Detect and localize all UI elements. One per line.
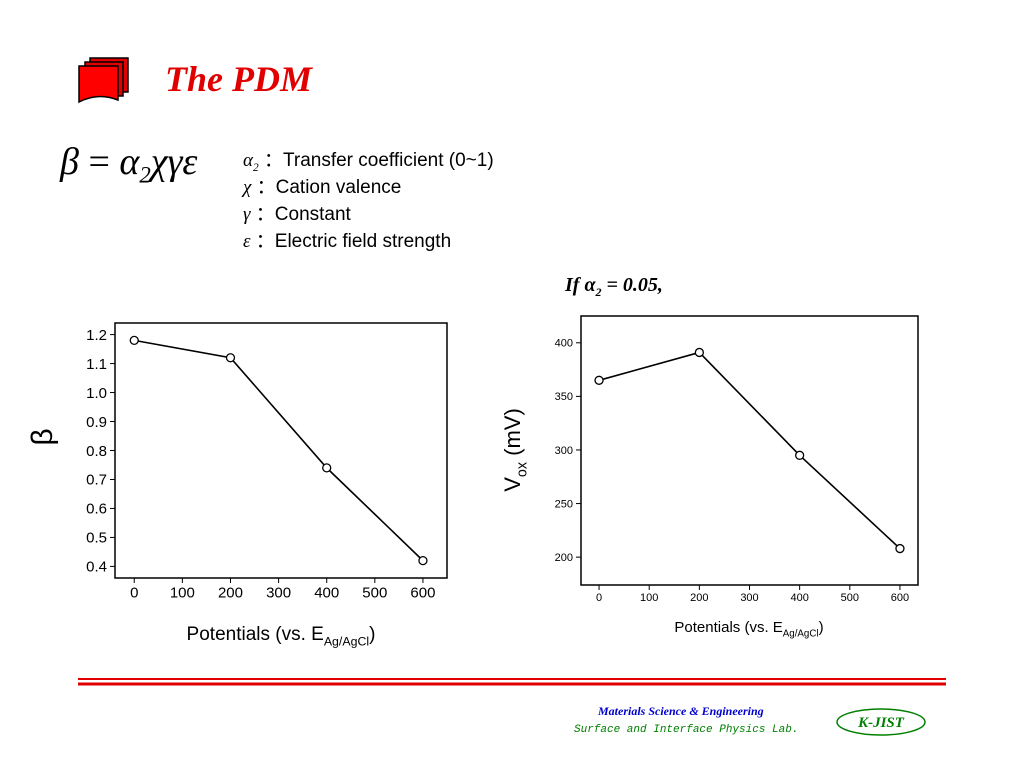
- x-tick-label: 300: [266, 585, 291, 602]
- charts: 0 100 200 300 400 500 600 0.4 0.5 0.6 0.7 0.8 0.9 1.0…: [26, 315, 919, 649]
- y-tick-label: 400: [555, 338, 573, 350]
- title-icon: [78, 57, 129, 104]
- condition-pre: If: [565, 274, 580, 296]
- y-axis-label: β: [26, 428, 59, 445]
- equation: β = α2χγε: [60, 140, 197, 189]
- y-tick-label: 0.5: [86, 530, 107, 547]
- equation-alpha: α: [119, 141, 140, 183]
- label-end: (mV): [500, 408, 525, 462]
- x-axis-label: Potentials (vs. EAg/AgCl): [674, 619, 823, 640]
- x-tick-label: 600: [410, 585, 435, 602]
- definition-sub: 2: [252, 161, 259, 174]
- label-sub: ox: [515, 462, 531, 477]
- definition-text: ：Transfer coefficient (0~1): [263, 150, 494, 171]
- logo-text: K-JIST: [857, 715, 905, 731]
- y-tick-label: 0.7: [86, 472, 107, 489]
- label-main: β: [26, 428, 59, 445]
- y-axis-label: Vox (mV): [500, 408, 531, 492]
- x-tick-label: 100: [640, 592, 658, 604]
- x-tick-label: 500: [362, 585, 387, 602]
- x-tick-label: 200: [218, 585, 243, 602]
- definition: ε ：Electric field strength: [243, 226, 451, 253]
- label-end: ): [369, 624, 375, 645]
- equation-lhs: β: [60, 141, 79, 183]
- definition: α2 ：Transfer coefficient (0~1): [243, 145, 494, 174]
- y-tick-label: 200: [555, 552, 573, 564]
- plot-frame: [114, 322, 448, 579]
- data-point: [694, 347, 705, 358]
- data-point: [322, 463, 332, 473]
- footer-line: Surface and Interface Physics Lab.: [574, 724, 799, 736]
- y-tick-label: 350: [555, 391, 573, 403]
- slide-title: The PDM: [165, 59, 312, 99]
- footer-rule: [78, 678, 946, 686]
- y-tick-label: 1.1: [86, 356, 107, 373]
- x-tick-label: 0: [130, 585, 138, 602]
- x-tick-label: 400: [314, 585, 339, 602]
- y-tick-label: 1.2: [86, 327, 107, 344]
- y-tick-label: 300: [555, 445, 573, 457]
- definition: γ ：Constant: [243, 199, 351, 226]
- y-tick-label: 0.8: [86, 443, 107, 460]
- y-tick-label: 1.0: [86, 385, 107, 402]
- x-tick-label: 500: [841, 592, 859, 604]
- y-tick-label: 0.6: [86, 501, 107, 518]
- label-main: Potentials (vs. E: [674, 619, 782, 636]
- data-point: [225, 353, 236, 363]
- definition-symbol: χ: [243, 177, 252, 198]
- definition: χ ：Cation valence: [243, 172, 401, 199]
- plot-frame: [580, 315, 919, 586]
- x-tick-label: 100: [170, 585, 195, 602]
- data-point: [794, 450, 805, 460]
- definition-symbol: α: [243, 150, 253, 171]
- definition-text: ：Cation valence: [256, 177, 402, 198]
- equation-rest: χγε: [150, 141, 198, 183]
- equation-equals: =: [88, 141, 110, 183]
- x-tick-label: 400: [790, 592, 808, 604]
- definition-text: ：Constant: [255, 204, 351, 225]
- data-point: [129, 335, 139, 346]
- definition-symbol: γ: [243, 204, 251, 225]
- data-point: [418, 555, 428, 566]
- x-tick-label: 0: [596, 592, 602, 604]
- label-main: Potentials (vs. E: [187, 624, 324, 645]
- definition-symbol: ε: [243, 231, 251, 252]
- definition-text: ：Electric field strength: [255, 231, 452, 252]
- data-point: [594, 375, 604, 385]
- x-tick-label: 300: [740, 592, 758, 604]
- condition-alpha: α: [584, 274, 596, 296]
- condition: If α2 = 0.05,: [565, 274, 663, 300]
- condition-post: = 0.05,: [606, 274, 663, 296]
- y-tick-label: 0.4: [86, 559, 107, 576]
- logo: K-JIST: [836, 708, 926, 736]
- condition-sub: 2: [595, 285, 602, 299]
- label-end: ): [819, 619, 824, 636]
- label-main: V: [500, 477, 525, 492]
- series-line: [598, 351, 901, 550]
- x-axis-label: Potentials (vs. EAg/AgCl): [187, 624, 376, 649]
- footer-line: Materials Science & Engineering: [598, 704, 764, 718]
- y-tick-label: 0.9: [86, 414, 107, 431]
- equation-sub: 2: [139, 162, 151, 188]
- x-tick-label: 600: [891, 592, 909, 604]
- label-sub: Ag/AgCl: [783, 629, 819, 640]
- data-point: [895, 543, 905, 554]
- series-line: [134, 339, 424, 562]
- label-sub: Ag/AgCl: [324, 635, 369, 649]
- x-tick-label: 200: [690, 592, 708, 604]
- y-tick-label: 250: [555, 498, 573, 510]
